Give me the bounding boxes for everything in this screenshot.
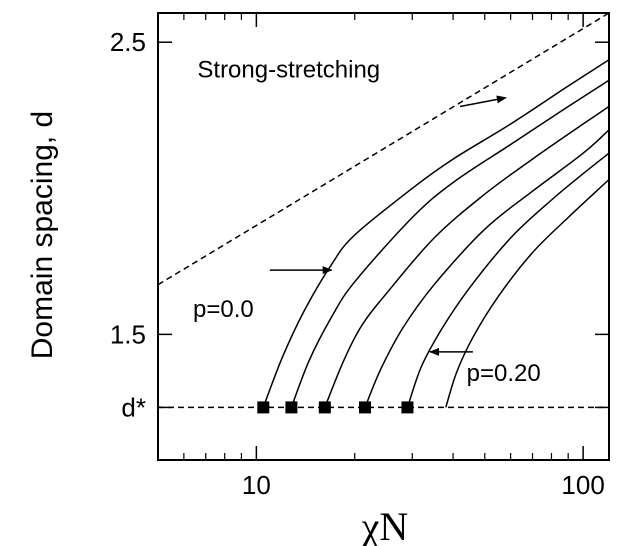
y-tick-label: d*	[121, 392, 146, 422]
annotation-label: Strong-stretching	[197, 56, 380, 83]
x-axis-title: χN	[361, 504, 409, 546]
lines-layer	[158, 13, 609, 409]
x-tick-label: 100	[561, 470, 604, 500]
annotation-arrow	[459, 95, 507, 108]
x-tick-label: 10	[242, 470, 271, 500]
y-tick-label: 1.5	[110, 319, 146, 349]
transition-marker	[358, 401, 371, 414]
series-line-5	[445, 178, 609, 408]
transition-marker	[401, 401, 414, 414]
series-line-0	[262, 59, 609, 408]
reference-line-strong-stretching	[158, 13, 609, 286]
transition-marker	[285, 401, 298, 414]
markers-layer	[257, 401, 414, 414]
transition-marker	[318, 401, 331, 414]
series-line-3	[364, 129, 609, 408]
transition-marker	[257, 401, 270, 414]
annotation-label: p=0.20	[467, 360, 541, 387]
series-line-4	[406, 152, 609, 408]
plot-frame	[157, 12, 610, 461]
series-line-2	[324, 105, 609, 408]
annotation-label: p=0.0	[193, 296, 254, 323]
annotations-layer: Strong-stretching p=0.0 p=0.20	[193, 56, 541, 387]
series-line-1	[290, 79, 609, 408]
y-tick-label: 2.5	[110, 27, 146, 57]
tick-layer: 10 100 d* 1.5 2.5	[110, 13, 609, 500]
y-axis-title: Domain spacing, d	[26, 111, 59, 359]
